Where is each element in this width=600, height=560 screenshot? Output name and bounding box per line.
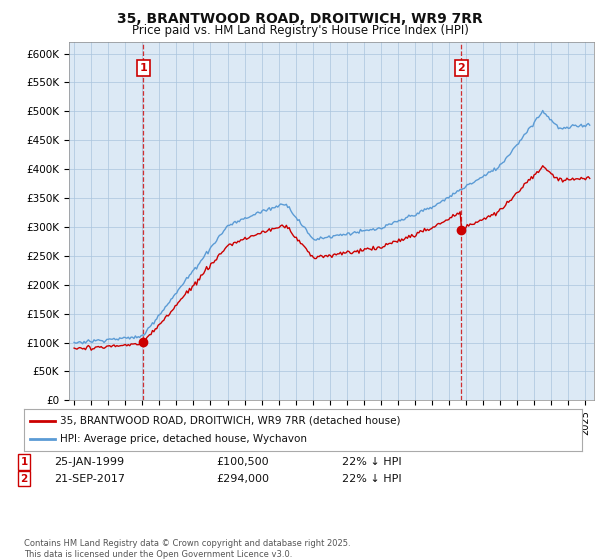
Text: 35, BRANTWOOD ROAD, DROITWICH, WR9 7RR: 35, BRANTWOOD ROAD, DROITWICH, WR9 7RR	[117, 12, 483, 26]
Text: £100,500: £100,500	[216, 457, 269, 467]
Text: 22% ↓ HPI: 22% ↓ HPI	[342, 457, 401, 467]
Text: 25-JAN-1999: 25-JAN-1999	[54, 457, 124, 467]
Text: 2: 2	[458, 63, 465, 73]
Text: 1: 1	[20, 457, 28, 467]
Text: 21-SEP-2017: 21-SEP-2017	[54, 474, 125, 484]
Text: 35, BRANTWOOD ROAD, DROITWICH, WR9 7RR (detached house): 35, BRANTWOOD ROAD, DROITWICH, WR9 7RR (…	[60, 416, 401, 426]
Text: HPI: Average price, detached house, Wychavon: HPI: Average price, detached house, Wych…	[60, 434, 307, 444]
Text: 2: 2	[20, 474, 28, 484]
Text: 1: 1	[140, 63, 148, 73]
Text: Price paid vs. HM Land Registry's House Price Index (HPI): Price paid vs. HM Land Registry's House …	[131, 24, 469, 36]
Text: Contains HM Land Registry data © Crown copyright and database right 2025.
This d: Contains HM Land Registry data © Crown c…	[24, 539, 350, 559]
Text: 22% ↓ HPI: 22% ↓ HPI	[342, 474, 401, 484]
Text: £294,000: £294,000	[216, 474, 269, 484]
